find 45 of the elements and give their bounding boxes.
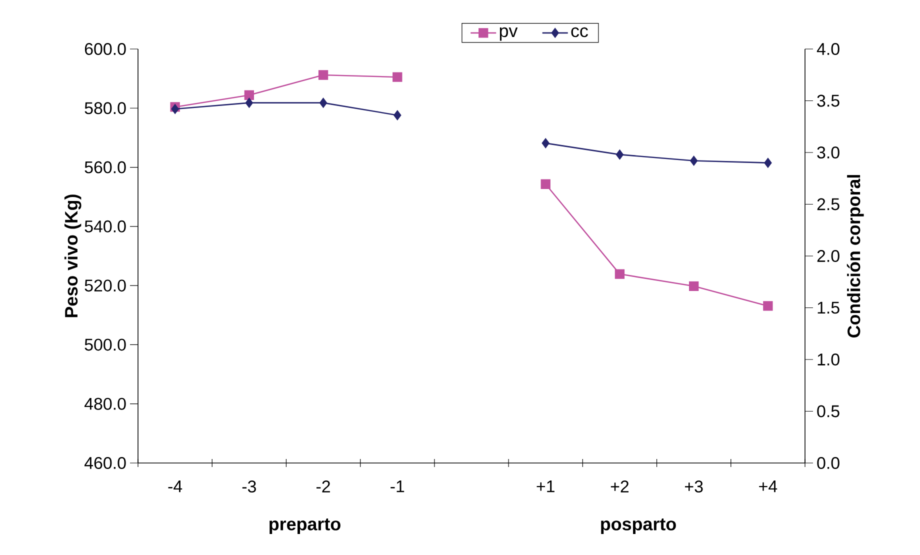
point [614,269,625,279]
x-tick-label: +2 [610,480,629,492]
x-tick-label: +4 [759,480,778,492]
y-tick-label: 600.0 [84,42,126,55]
point [690,156,698,166]
point [764,158,772,168]
point [245,98,253,108]
y2-tick-label: 1.5 [818,302,840,314]
x-tick-label: +3 [685,480,703,493]
y2-tick-label: 0.5 [817,405,840,418]
legend-label: cc [571,27,588,38]
y-tick-label: 520.0 [84,280,126,292]
y-tick-label: 460.0 [84,457,126,469]
x-tick-label: -4 [168,480,182,492]
y2-axis-title: Condición corporal [846,175,864,338]
y2-tick-label: 3.0 [817,146,840,158]
point [540,179,550,189]
y2-tick-label: 2.5 [817,198,840,210]
point [616,150,624,160]
point [244,90,254,100]
point [394,110,402,120]
point [319,98,328,108]
y-tick-label: 540.0 [84,220,126,232]
x-tick-label: -2 [316,480,330,492]
legend-label: pv [500,27,518,41]
point [542,138,550,148]
text: preparto [270,518,340,534]
y2-tick-label: 3.5 [817,94,840,107]
y2-tick-label: 1.0 [818,354,840,366]
y-tick-label: 480.0 [84,398,126,410]
x-tick-label: +1 [536,480,554,492]
y-tick-label: 560.0 [84,161,126,174]
y-tick-label: 580.0 [84,102,126,114]
y2-tick-label: 4.0 [816,42,840,55]
y-tick-label: 500.0 [84,338,126,351]
text: posparto [601,518,676,534]
point [392,72,402,82]
point [689,281,699,291]
x-tick-label: -1 [390,480,404,492]
x-tick-label: -3 [242,480,256,493]
y-axis-title: Peso vivo (Kg) [64,194,82,318]
point [763,301,773,311]
y2-tick-label: 2.0 [817,250,840,262]
y2-tick-label: 0.0 [817,457,840,469]
point [318,70,328,80]
